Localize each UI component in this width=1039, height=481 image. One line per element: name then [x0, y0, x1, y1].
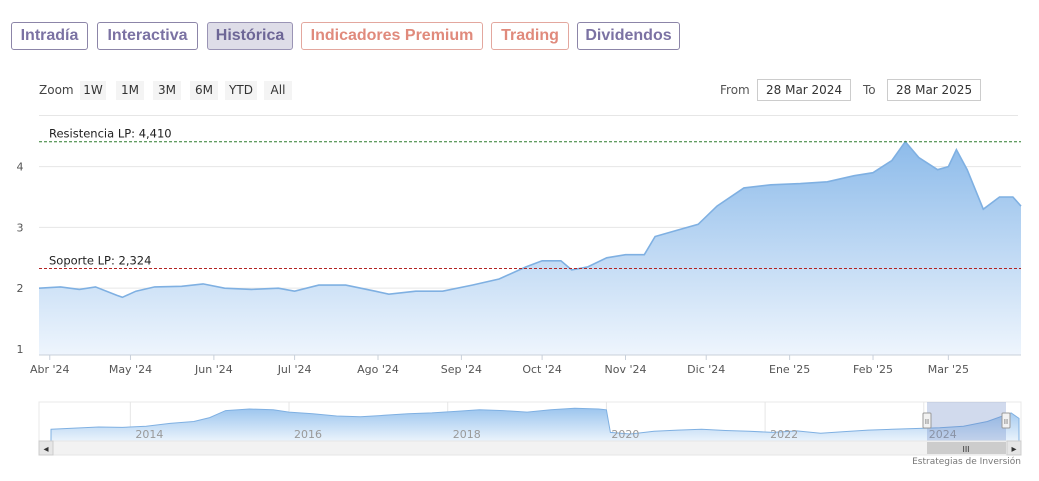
- zoom-3m-button[interactable]: 3M: [153, 81, 181, 100]
- tab-dividendos[interactable]: Dividendos: [577, 22, 680, 50]
- zoom-label: Zoom: [39, 83, 74, 97]
- x-tick-label: May '24: [109, 363, 152, 376]
- scroll-left-button[interactable]: [38, 440, 54, 456]
- scroll-right-arrow: ▸: [1011, 444, 1016, 455]
- navigator-year-labels: 2014 2016 2018 2020 2022 2024: [135, 428, 956, 441]
- scrollbar-track[interactable]: [38, 440, 1022, 456]
- y-tick-label: 1: [17, 343, 24, 356]
- chart-credits[interactable]: Estrategias de Inversión: [912, 457, 1021, 467]
- to-label: To: [863, 83, 876, 97]
- navigator-year-label: 2016: [294, 428, 322, 441]
- navigator-selection[interactable]: [927, 402, 1006, 441]
- navigator-year-label: 2024: [929, 428, 957, 441]
- tab-trading[interactable]: Trading: [491, 22, 569, 50]
- toolbar-divider: [39, 115, 1018, 116]
- navigator-year-label: 2014: [135, 428, 163, 441]
- navigator-year-label: 2018: [453, 428, 481, 441]
- scroll-left-arrow: ◂: [43, 444, 48, 455]
- x-tick-label: Jun '24: [194, 363, 233, 376]
- tab-intradia[interactable]: Intradía: [11, 22, 88, 50]
- scrollbar-thumb[interactable]: [927, 442, 1006, 454]
- navigator-left-handle[interactable]: II: [922, 412, 932, 429]
- navigator-year-label: 2020: [611, 428, 639, 441]
- navigator-left-handle-grip: II: [925, 418, 929, 426]
- price-line: [38, 140, 1022, 299]
- x-tick-label: Oct '24: [522, 363, 562, 376]
- x-tick-label: Ene '25: [769, 363, 810, 376]
- x-tick-label: Nov '24: [605, 363, 647, 376]
- zoom-ytd-button[interactable]: YTD: [225, 81, 257, 100]
- y-tick-label: 2: [17, 282, 24, 295]
- to-date-input[interactable]: [887, 79, 981, 101]
- scroll-right-button[interactable]: [1006, 440, 1022, 456]
- from-label: From: [720, 83, 750, 97]
- x-tick-label: Feb '25: [853, 363, 893, 376]
- x-axis: Abr '24 May '24 Jun '24 Jul '24 Ago '24 Sep '…: [30, 355, 969, 376]
- zoom-all-button[interactable]: All: [264, 81, 292, 100]
- zoom-1m-button[interactable]: 1M: [116, 81, 144, 100]
- y-axis: 1 2 3 4: [17, 161, 24, 356]
- navigator-right-handle[interactable]: II: [1001, 412, 1011, 429]
- plot-lines: Resistencia LP: 4,410 Soporte LP: 2,324: [39, 127, 1021, 269]
- navigator-area: [50, 407, 1020, 442]
- from-date-input[interactable]: [757, 79, 851, 101]
- zoom-6m-button[interactable]: 6M: [190, 81, 218, 100]
- x-tick-label: Abr '24: [30, 363, 70, 376]
- x-tick-label: Dic '24: [687, 363, 725, 376]
- navigator[interactable]: 2014 2016 2018 2020 2022 2024 II II III ◂ ▸: [38, 401, 1022, 456]
- tab-interactiva[interactable]: Interactiva: [97, 22, 198, 50]
- y-tick-label: 4: [17, 161, 24, 174]
- plot-line-label: Resistencia LP: 4,410: [49, 127, 172, 141]
- x-tick-label: Sep '24: [441, 363, 482, 376]
- x-tick-label: Mar '25: [928, 363, 969, 376]
- x-tick-label: Ago '24: [357, 363, 399, 376]
- tab-historica[interactable]: Histórica: [207, 22, 293, 50]
- tab-indicadores-premium[interactable]: Indicadores Premium: [301, 22, 483, 50]
- x-tick-label: Jul '24: [277, 363, 312, 376]
- navigator-year-label: 2022: [770, 428, 798, 441]
- y-tick-label: 3: [17, 221, 24, 234]
- plot-line-label: Soporte LP: 2,324: [49, 253, 151, 267]
- scrollbar-grip: III: [962, 445, 969, 454]
- navigator-right-handle-grip: II: [1004, 418, 1008, 426]
- zoom-1w-button[interactable]: 1W: [80, 81, 106, 100]
- price-area: [39, 141, 1021, 355]
